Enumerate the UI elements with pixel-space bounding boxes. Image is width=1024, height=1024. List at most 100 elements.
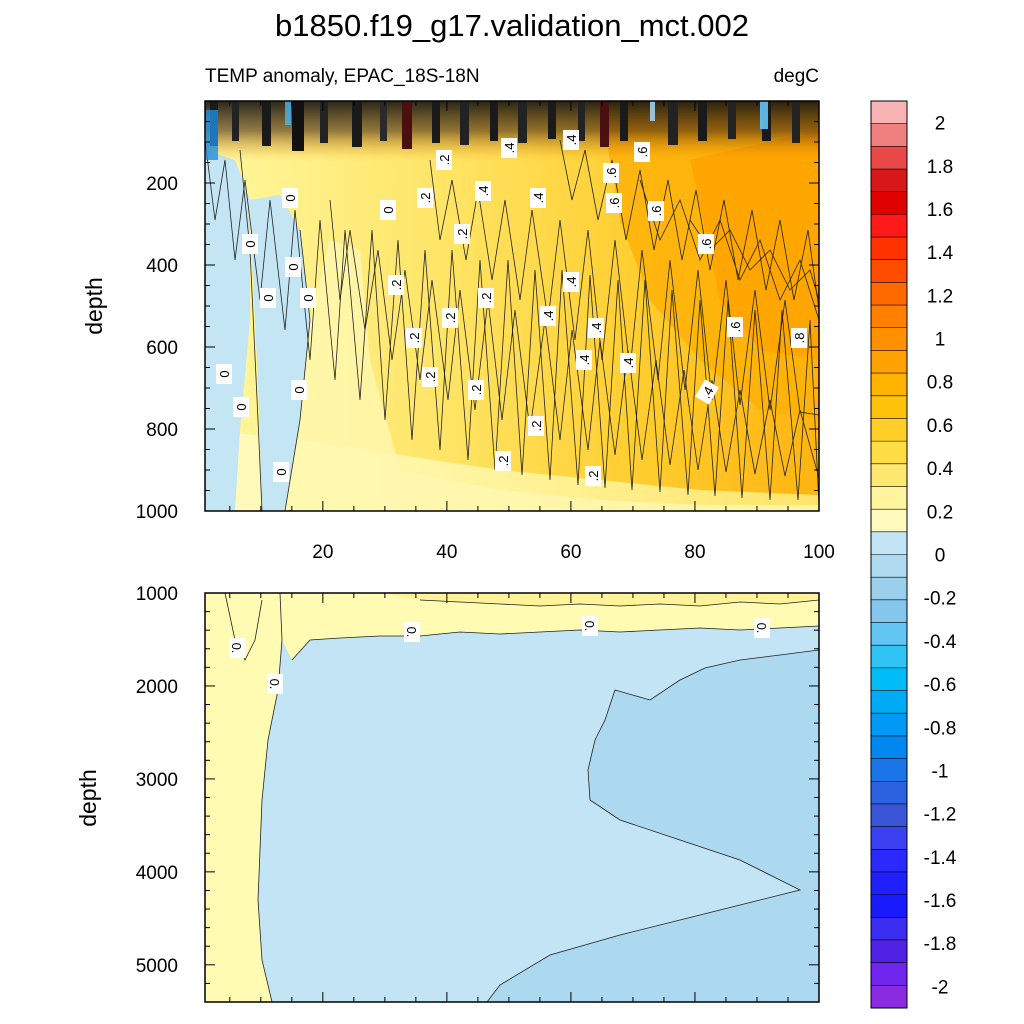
contour-label: 0.	[229, 638, 245, 658]
contour-label-box	[291, 380, 307, 400]
colorbar-label: -1.6	[924, 891, 957, 912]
contour-label: 0	[242, 234, 258, 254]
contour-label: .4	[563, 130, 579, 150]
contour-label-text: .8	[792, 333, 807, 344]
surface-stripe	[578, 101, 585, 141]
upper-x-axis: 20 40 60 80 100	[229, 101, 835, 563]
upper-contours	[205, 139, 819, 511]
y-tick-label: 2000	[136, 677, 178, 698]
colorbar-swatch	[871, 282, 907, 306]
contour-label-text: .2	[418, 193, 433, 204]
surface-stripe	[292, 101, 304, 151]
contour-label-text: 0.	[754, 623, 769, 634]
contour-label-text: .4	[564, 135, 579, 146]
contour-label: 0	[273, 462, 289, 482]
contour-label: 0	[291, 380, 307, 400]
contour-label: .4	[695, 379, 719, 405]
chart-title: b1850.f19_g17.validation_mct.002	[275, 8, 749, 43]
contour-label-box	[540, 306, 556, 326]
contour-label-box	[563, 272, 579, 292]
colorbar-swatch	[871, 917, 907, 941]
colorbar-swatch	[871, 191, 907, 215]
colorbar-label: 0.8	[927, 373, 953, 394]
contour-label-text: .4	[589, 323, 604, 334]
contour-label-box	[603, 163, 619, 183]
x-tick-label: 20	[312, 542, 333, 563]
contour-label: .4	[501, 138, 517, 158]
contour-label: .2	[417, 188, 433, 208]
contour-label-text: .2	[479, 293, 494, 304]
contour-label-text: .2	[469, 385, 484, 396]
upper-field	[205, 101, 819, 511]
y-tick-label: 400	[146, 256, 178, 277]
lower-contours	[224, 593, 819, 1002]
surface-stripe	[620, 101, 628, 141]
colorbar-swatch	[871, 690, 907, 714]
contour-line	[639, 179, 819, 321]
colorbar-swatch	[871, 259, 907, 283]
colorbar: 2 1.8 1.6 1.4 1.2 1 0.8 0.6 0.4 0.2 0 -0.2 -0.4 -0.6 -…	[870, 100, 957, 1009]
surface-stripe	[232, 101, 239, 141]
contour-line	[419, 599, 819, 607]
colorbar-swatch	[871, 849, 907, 873]
surface-stripe	[518, 101, 527, 143]
colorbar-swatch	[871, 146, 907, 170]
contour-label: .4	[576, 350, 592, 370]
colorbar-swatch	[871, 509, 907, 533]
contour-label: .2	[388, 275, 404, 295]
surface-cold-spot	[650, 101, 655, 121]
x-tick-label: 40	[436, 542, 457, 563]
lower-cold-tongue	[487, 650, 819, 1002]
upper-pale-zone	[285, 240, 819, 511]
contour-label-box	[588, 318, 604, 338]
contour-line	[205, 139, 819, 506]
contour-label-box	[406, 328, 422, 348]
contour-label: .4	[475, 181, 491, 201]
contour-label-box	[563, 130, 579, 150]
colorbar-label: -1.4	[924, 848, 957, 869]
x-tick-label: 100	[803, 542, 835, 563]
contour-label: .6	[727, 317, 743, 337]
colorbar-swatch	[871, 237, 907, 261]
contour-label-box	[380, 200, 396, 220]
contour-label-box	[648, 201, 664, 221]
contour-label: .2	[528, 416, 544, 436]
contour-label-text: 0	[381, 206, 396, 213]
surface-stripe	[548, 101, 556, 139]
upper-west-cold	[205, 150, 250, 511]
colorbar-swatch	[871, 577, 907, 601]
surface-stripe	[490, 101, 498, 141]
y-tick-label: 200	[146, 174, 178, 195]
contour-label-box	[754, 618, 770, 638]
contour-label-box	[475, 181, 491, 201]
colorbar-label: -0.6	[924, 675, 957, 696]
contour-label-text: 0	[261, 294, 276, 301]
contour-label-text: 0	[283, 194, 298, 201]
colorbar-swatch	[871, 327, 907, 351]
lower-panel: 1000 2000 3000 4000 5000 0. 0. 0. 0. 0. depth	[75, 584, 820, 1003]
colorbar-label: 0.4	[927, 459, 954, 480]
contour-label-text: .4	[502, 143, 517, 154]
contour-label: .6	[606, 193, 622, 213]
colorbar-swatch	[871, 803, 907, 828]
contour-line	[239, 149, 263, 511]
contour-label-box	[501, 138, 517, 158]
colorbar-swatch	[871, 554, 907, 578]
colorbar-swatch	[871, 645, 907, 669]
colorbar-swatch	[871, 123, 907, 147]
colorbar-label: 1.8	[927, 157, 953, 178]
contour-label-box	[300, 288, 316, 308]
contour-label-text: .4	[531, 193, 546, 204]
colorbar-label: -1.2	[924, 805, 957, 826]
lower-y-axis: 1000 2000 3000 4000 5000	[136, 584, 819, 1003]
colorbar-swatch	[871, 531, 907, 555]
contour-label-text: .2	[586, 471, 601, 482]
colorbar-swatch	[871, 418, 907, 442]
surface-stripe	[668, 101, 678, 145]
colorbar-swatch	[871, 667, 907, 692]
contour-label-text: .2	[529, 421, 544, 432]
colorbar-swatch	[871, 463, 907, 487]
contour-label: 0	[216, 364, 232, 384]
colorbar-label: 1.4	[927, 243, 954, 264]
contour-label: .4	[620, 353, 636, 373]
